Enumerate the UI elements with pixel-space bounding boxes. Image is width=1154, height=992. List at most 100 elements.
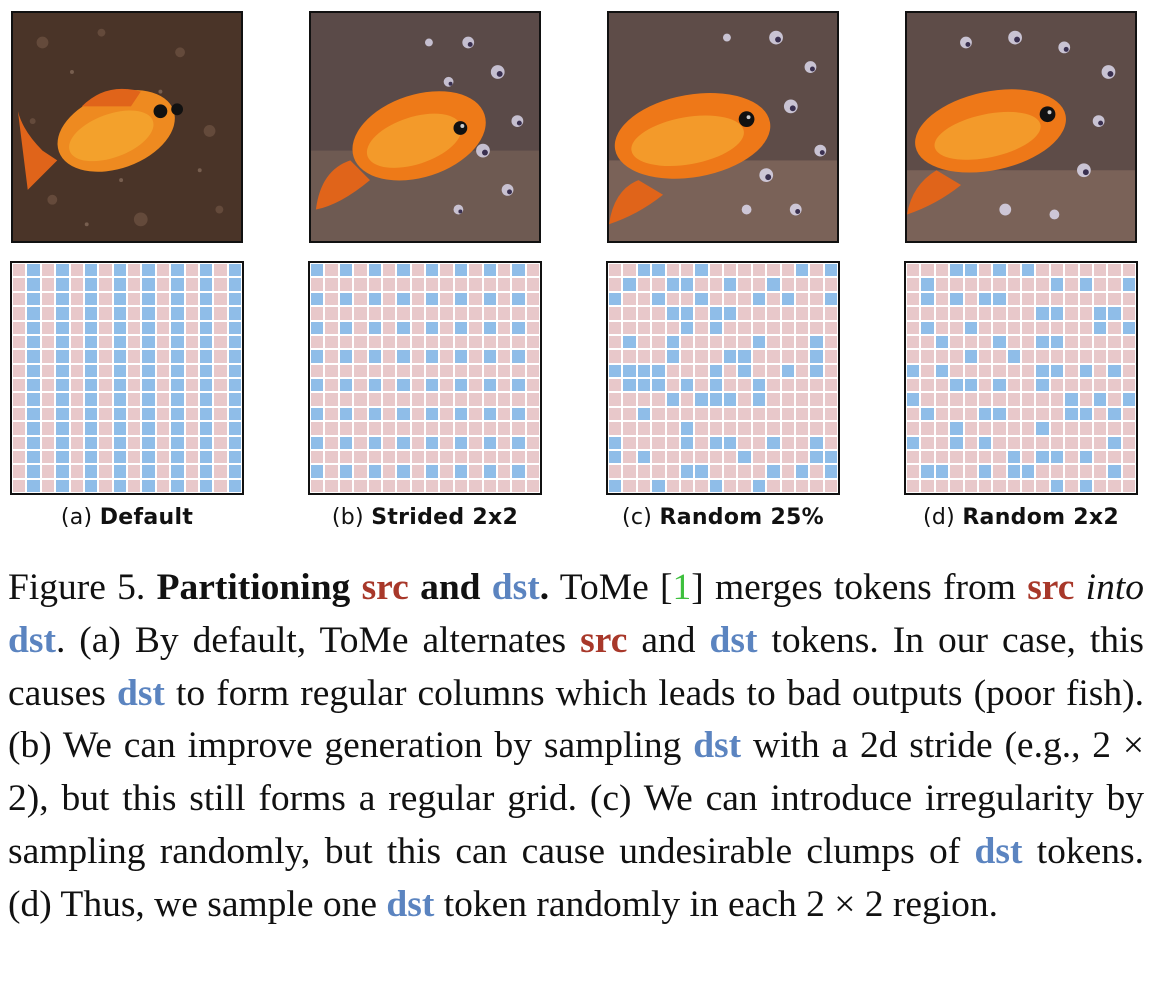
src-token bbox=[214, 379, 227, 392]
src-token bbox=[680, 364, 694, 377]
src-token bbox=[935, 422, 949, 435]
dst-token bbox=[171, 407, 184, 421]
dst-token bbox=[709, 321, 722, 334]
src-token bbox=[156, 450, 170, 464]
src-token bbox=[767, 450, 780, 464]
dst-token bbox=[623, 278, 636, 291]
src-token bbox=[214, 350, 227, 363]
src-token bbox=[469, 379, 482, 392]
src-token bbox=[99, 379, 112, 392]
src-token bbox=[695, 321, 708, 334]
src-token bbox=[1022, 436, 1035, 449]
src-token bbox=[70, 278, 83, 291]
src-token bbox=[156, 364, 170, 377]
src-token bbox=[382, 393, 396, 406]
src-token bbox=[680, 264, 694, 277]
src-token bbox=[652, 335, 665, 349]
dst-token bbox=[171, 264, 184, 277]
dst-token bbox=[56, 479, 69, 492]
src-token bbox=[623, 321, 636, 334]
src-token bbox=[311, 450, 324, 464]
src-token bbox=[497, 264, 511, 277]
src-token bbox=[497, 436, 511, 449]
figure-label: Figure 5. bbox=[8, 567, 146, 608]
dst-token bbox=[483, 350, 496, 363]
dst-token bbox=[695, 292, 708, 306]
citation-link[interactable]: 1 bbox=[672, 567, 692, 608]
src-token bbox=[469, 407, 482, 421]
src-token bbox=[724, 479, 737, 492]
src-token bbox=[964, 393, 977, 406]
dst-token bbox=[113, 393, 126, 406]
src-token bbox=[368, 479, 381, 492]
src-token bbox=[156, 321, 170, 334]
src-token bbox=[993, 436, 1006, 449]
dst-token bbox=[709, 307, 722, 320]
src-token bbox=[156, 307, 170, 320]
dst-token bbox=[84, 321, 98, 334]
dst-token bbox=[142, 465, 155, 478]
subcaption-c: (c) Random 25% bbox=[621, 505, 825, 530]
src-token bbox=[426, 393, 439, 406]
src-token bbox=[214, 436, 227, 449]
dst-token bbox=[142, 422, 155, 435]
src-token bbox=[339, 422, 353, 435]
dst-token bbox=[483, 465, 496, 478]
src-token bbox=[411, 364, 424, 377]
src-token bbox=[695, 307, 708, 320]
dst-token bbox=[426, 379, 439, 392]
src-token bbox=[13, 479, 26, 492]
src-token bbox=[978, 321, 992, 334]
dst-token bbox=[512, 264, 525, 277]
src-token bbox=[935, 479, 949, 492]
src-token bbox=[13, 436, 26, 449]
src-token bbox=[512, 307, 525, 320]
dst-token bbox=[56, 350, 69, 363]
dst-token bbox=[1108, 407, 1121, 421]
src-token bbox=[426, 307, 439, 320]
src-token bbox=[810, 422, 823, 435]
dst-token bbox=[368, 407, 381, 421]
src-token bbox=[483, 422, 496, 435]
dst-token bbox=[142, 335, 155, 349]
src-token bbox=[964, 364, 977, 377]
src-token bbox=[41, 422, 55, 435]
dst-token bbox=[738, 450, 751, 464]
src-token bbox=[99, 364, 112, 377]
src-token bbox=[795, 379, 809, 392]
src-token bbox=[623, 422, 636, 435]
dst-token bbox=[397, 465, 410, 478]
src-token bbox=[497, 407, 511, 421]
src-token bbox=[99, 436, 112, 449]
dst-token bbox=[964, 379, 977, 392]
src-token bbox=[13, 364, 26, 377]
dst-token bbox=[311, 321, 324, 334]
src-token bbox=[964, 465, 977, 478]
src-token bbox=[156, 407, 170, 421]
src-token bbox=[795, 450, 809, 464]
dst-token bbox=[199, 364, 213, 377]
src-token bbox=[70, 393, 83, 406]
src-token bbox=[497, 364, 511, 377]
dst-token bbox=[921, 321, 934, 334]
dst-token bbox=[680, 422, 694, 435]
src-token bbox=[526, 292, 539, 306]
src-token bbox=[637, 422, 651, 435]
src-token bbox=[824, 379, 837, 392]
dst-token bbox=[950, 422, 963, 435]
dst-token bbox=[637, 450, 651, 464]
src-token bbox=[993, 479, 1006, 492]
src-token bbox=[454, 450, 468, 464]
src-token bbox=[354, 465, 367, 478]
src-token bbox=[1036, 407, 1049, 421]
src-token bbox=[128, 307, 141, 320]
dst-token bbox=[397, 407, 410, 421]
subcaption-a: (a) Default bbox=[60, 505, 194, 530]
src-token bbox=[1108, 479, 1121, 492]
src-token bbox=[41, 364, 55, 377]
src-token bbox=[623, 350, 636, 363]
dst-token bbox=[228, 422, 241, 435]
src-token bbox=[609, 393, 622, 406]
dst-token bbox=[228, 321, 241, 334]
src-token bbox=[907, 321, 920, 334]
